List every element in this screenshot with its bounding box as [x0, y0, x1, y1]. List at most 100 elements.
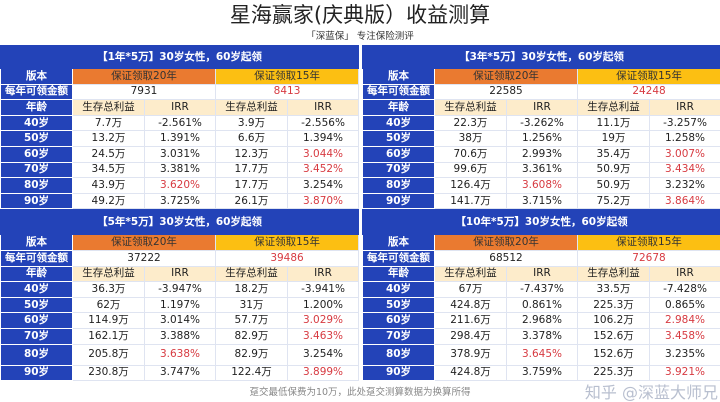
irr-cell: -2.556% — [286, 114, 360, 132]
irr-cell: -2.561% — [144, 114, 216, 132]
benefit-cell: 230.8万 — [72, 364, 145, 382]
plan-20-year: 保证领取20年 — [434, 68, 578, 85]
table-row: 70岁 99.6万 3.361% 50.9万 3.434% — [362, 161, 720, 179]
benefit-cell: 225.3万 — [577, 364, 650, 382]
irr-header: IRR — [648, 99, 720, 116]
table-row: 40岁 22.3万 -3.262% 11.1万 -3.257% — [362, 114, 720, 132]
benefit-header: 生存总利益 — [434, 99, 507, 116]
age-cell: 50岁 — [362, 296, 435, 314]
irr-cell: 3.463% — [286, 327, 360, 345]
benefit-cell: 75.2万 — [577, 192, 650, 210]
age-cell: 40岁 — [0, 281, 73, 298]
table-row: 50岁 38万 1.256% 19万 1.258% — [362, 130, 720, 147]
annual-20: 37222 — [72, 249, 216, 267]
tables-grid: 【1年*5万】30岁女性，60岁起领 版本 保证领取20年 保证领取15年 每年可领金额… — [0, 45, 720, 382]
annual-15: 72678 — [576, 249, 720, 267]
table-row: 80岁 43.9万 3.620% 17.7万 3.254% — [0, 177, 360, 194]
benefit-cell: 67万 — [434, 281, 507, 298]
irr-cell: 3.434% — [648, 161, 720, 179]
age-cell: 50岁 — [0, 130, 73, 147]
irr-cell: 3.759% — [506, 364, 578, 382]
benefit-cell: 38万 — [434, 130, 507, 147]
irr-cell: 3.899% — [286, 364, 360, 382]
irr-cell: 1.391% — [144, 130, 216, 147]
irr-cell: 3.458% — [648, 327, 720, 345]
page-subtitle: 「深蓝保」 专注保险测评 — [306, 31, 414, 42]
benefit-header: 生存总利益 — [577, 265, 650, 283]
annual-label: 每年可领金额 — [362, 249, 435, 267]
irr-cell: 3.029% — [286, 312, 360, 329]
table-row: 40岁 7.7万 -2.561% 3.9万 -2.556% — [0, 114, 360, 132]
irr-cell: 3.388% — [144, 327, 216, 345]
irr-header: IRR — [286, 99, 360, 116]
irr-cell: 3.031% — [144, 145, 216, 163]
table-row: 80岁 378.9万 3.645% 152.6万 3.235% — [362, 343, 720, 366]
irr-cell: -3.257% — [648, 114, 720, 132]
irr-cell: 3.007% — [648, 145, 720, 163]
benefit-cell: 7.7万 — [72, 114, 145, 132]
benefit-cell: 13.2万 — [72, 130, 145, 147]
age-label: 年龄 — [0, 265, 73, 283]
benefit-cell: 424.8万 — [434, 364, 507, 382]
footer-note: 趸交最低保费为10万，此处趸交测算数据为换算所得 — [249, 387, 471, 398]
table-header: 【10年*5万】30岁女性，60岁起领 — [361, 209, 720, 236]
table-row: 80岁 126.4万 3.608% 50.9万 3.232% — [362, 177, 720, 194]
annual-20: 68512 — [434, 249, 578, 267]
benefit-cell: 26.1万 — [215, 192, 288, 210]
table-row: 40岁 67万 -7.437% 33.5万 -7.428% — [362, 281, 720, 298]
irr-header: IRR — [506, 265, 578, 283]
benefit-cell: 62万 — [72, 296, 145, 314]
age-cell: 40岁 — [362, 114, 435, 132]
table-row: 60岁 70.6万 2.993% 35.4万 3.007% — [362, 145, 720, 163]
benefit-cell: 18.2万 — [215, 281, 288, 298]
irr-cell: 3.638% — [144, 343, 216, 366]
irr-cell: 0.861% — [506, 296, 578, 314]
irr-cell: 1.258% — [648, 130, 720, 147]
age-cell: 60岁 — [0, 312, 73, 329]
irr-header: IRR — [144, 99, 216, 116]
irr-cell: 3.715% — [506, 192, 578, 210]
irr-cell: 3.254% — [286, 177, 360, 194]
benefit-header: 生存总利益 — [434, 265, 507, 283]
benefit-cell: 12.3万 — [215, 145, 288, 163]
benefit-cell: 36.3万 — [72, 281, 145, 298]
benefit-cell: 50.9万 — [577, 161, 650, 179]
plan-15-year: 保证领取15年 — [214, 68, 360, 85]
plan-20-year: 保证领取20年 — [72, 234, 216, 251]
irr-table: 【1年*5万】30岁女性，60岁起领 版本 保证领取20年 保证领取15年 每年可领金额… — [0, 45, 360, 210]
irr-cell: 3.921% — [648, 364, 720, 382]
irr-cell: 3.232% — [648, 177, 720, 194]
benefit-cell: 49.2万 — [72, 192, 145, 210]
irr-cell: 3.254% — [286, 343, 360, 366]
plan-15-year: 保证领取15年 — [576, 234, 720, 251]
irr-cell: 3.620% — [144, 177, 216, 194]
plan-20-year: 保证领取20年 — [434, 234, 578, 251]
age-cell: 60岁 — [0, 145, 73, 163]
benefit-header: 生存总利益 — [72, 265, 145, 283]
age-cell: 70岁 — [362, 161, 435, 179]
benefit-cell: 162.1万 — [72, 327, 145, 345]
table-row: 80岁 205.8万 3.638% 82.9万 3.254% — [0, 343, 360, 366]
table-row: 40岁 36.3万 -3.947% 18.2万 -3.941% — [0, 281, 360, 298]
irr-table: 【5年*5万】30岁女性，60岁起领 版本 保证领取20年 保证领取15年 每年可领金额… — [0, 209, 360, 382]
benefit-header: 生存总利益 — [215, 265, 288, 283]
table-row: 90岁 49.2万 3.725% 26.1万 3.870% — [0, 192, 360, 210]
irr-cell: 3.452% — [286, 161, 360, 179]
irr-cell: 3.235% — [648, 343, 720, 366]
benefit-cell: 33.5万 — [577, 281, 650, 298]
table-header: 【3年*5万】30岁女性，60岁起领 — [361, 45, 720, 69]
table-row: 60岁 211.6万 2.968% 106.2万 2.984% — [362, 312, 720, 329]
age-cell: 80岁 — [0, 177, 73, 194]
irr-header: IRR — [286, 265, 360, 283]
watermark: 知乎 @深蓝大师兄 — [584, 383, 718, 402]
irr-cell: 3.725% — [144, 192, 216, 210]
version-label: 版本 — [0, 234, 73, 251]
benefit-cell: 106.2万 — [577, 312, 650, 329]
benefit-cell: 31万 — [215, 296, 288, 314]
benefit-cell: 17.7万 — [215, 177, 288, 194]
annual-20: 22585 — [434, 83, 578, 101]
plan-15-year: 保证领取15年 — [576, 68, 720, 85]
irr-cell: 3.044% — [286, 145, 360, 163]
benefit-cell: 152.6万 — [577, 327, 650, 345]
table-row: 60岁 114.9万 3.014% 57.7万 3.029% — [0, 312, 360, 329]
